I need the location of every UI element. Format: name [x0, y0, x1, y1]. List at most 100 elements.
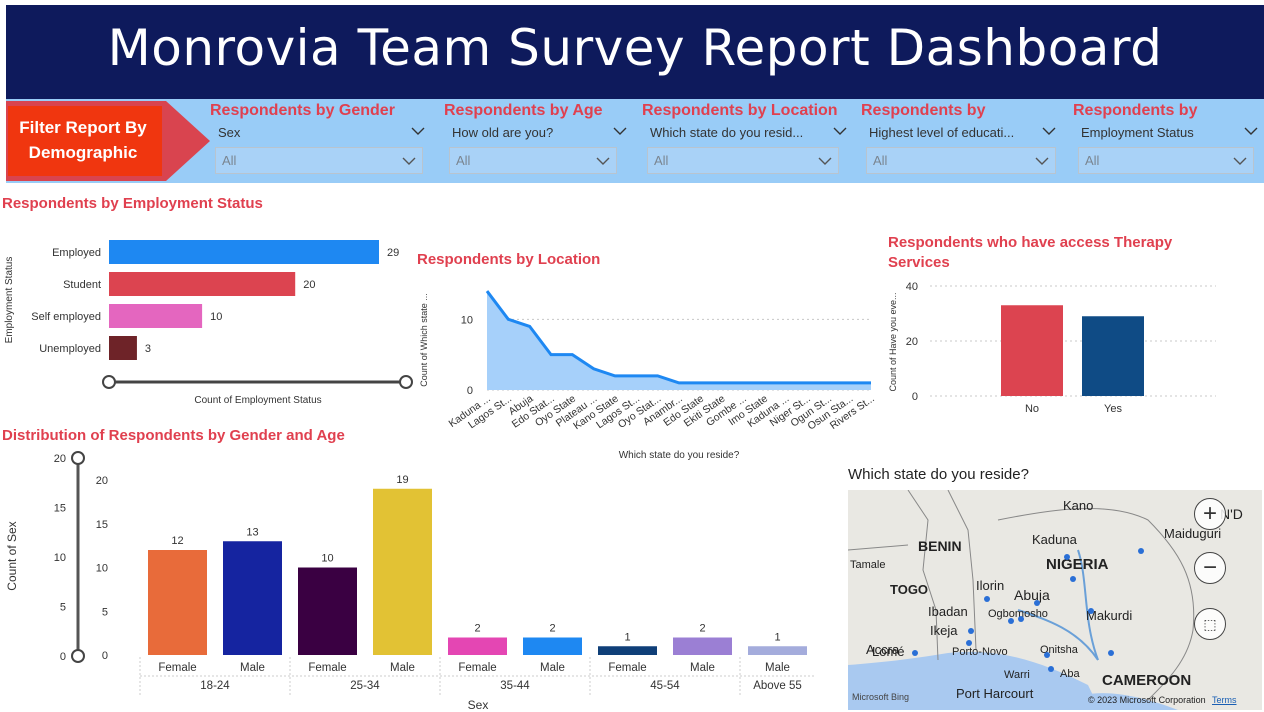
employment-data-label: 3	[145, 343, 151, 355]
slider-handle-top[interactable]	[71, 451, 85, 465]
map-place-label: Warri	[1004, 669, 1030, 681]
slider-tick: 20	[54, 453, 66, 465]
gender-age-bar[interactable]	[523, 637, 582, 656]
map-data-point[interactable]	[1034, 600, 1040, 606]
map-place-label: Lomé	[872, 644, 905, 659]
chevron-down-icon[interactable]	[612, 126, 628, 136]
location-line	[485, 290, 871, 385]
chevron-down-icon[interactable]	[1041, 126, 1057, 136]
chevron-down-icon[interactable]	[1243, 126, 1259, 136]
therapy-y-axis-title: Count of Have you eve...	[888, 292, 898, 391]
slider-tick: 0	[60, 651, 66, 663]
map-data-point[interactable]	[1008, 618, 1014, 624]
gender-age-bar[interactable]	[748, 646, 807, 655]
gender-age-data-label: 2	[549, 623, 555, 635]
chevron-down-icon	[818, 157, 832, 165]
therapy-bar[interactable]	[1082, 316, 1144, 396]
map-place-label: Accra	[866, 642, 900, 657]
therapy-x-tick: Yes	[1104, 403, 1122, 415]
gender-age-bar[interactable]	[448, 637, 507, 656]
slicer-2-value: All	[654, 153, 669, 168]
gender-age-group-tick: 25-34	[350, 680, 380, 692]
gender-age-sex-tick: Male	[540, 662, 565, 674]
slicer-4-field[interactable]: Employment Status	[1081, 125, 1194, 140]
chevron-down-icon[interactable]	[410, 126, 426, 136]
location-x-axis-title: Which state do you reside?	[619, 450, 740, 461]
slider-tick: 10	[54, 552, 66, 564]
slicer-4-value: All	[1085, 153, 1100, 168]
slider-handle-start[interactable]	[102, 375, 116, 389]
slicer-0-value: All	[222, 153, 237, 168]
employment-data-label: 20	[303, 279, 315, 291]
map-data-point[interactable]	[1138, 548, 1144, 554]
chevron-down-icon[interactable]	[832, 126, 848, 136]
employment-bar[interactable]	[109, 304, 203, 328]
gender-age-bar[interactable]	[298, 567, 357, 656]
map-data-point[interactable]	[968, 628, 974, 634]
map-data-point[interactable]	[1064, 554, 1070, 560]
therapy-bar[interactable]	[1001, 305, 1063, 396]
gender-age-group-tick: 35-44	[500, 680, 530, 692]
gender-age-data-label: 19	[396, 474, 408, 486]
gender-age-group-tick: Above 55	[753, 680, 802, 692]
employment-bar[interactable]	[109, 336, 137, 360]
map-data-point[interactable]	[1070, 576, 1076, 582]
select-tool-button[interactable]: ⬚	[1194, 608, 1226, 640]
slicer-1-field[interactable]: How old are you?	[452, 125, 554, 140]
map-data-point[interactable]	[984, 596, 990, 602]
employment-category-label: Employed	[52, 247, 101, 259]
slider-handle-end[interactable]	[399, 375, 413, 389]
therapy-y-tick: 20	[906, 336, 918, 348]
slicer-3-field[interactable]: Highest level of educati...	[869, 125, 1015, 140]
map-place-label: TOGO	[890, 582, 929, 597]
slicer-4-dropdown[interactable]: All	[1078, 147, 1254, 174]
slicer-4-title: Respondents by	[1073, 102, 1198, 119]
map-data-point[interactable]	[912, 650, 918, 656]
gender-age-bar[interactable]	[223, 541, 282, 655]
gender-age-data-label: 10	[321, 553, 333, 565]
slider-tick: 5	[60, 602, 66, 614]
gender-age-bar[interactable]	[598, 646, 657, 655]
title-bar: Monrovia Team Survey Report Dashboard	[6, 5, 1264, 99]
slicer-2-field[interactable]: Which state do you resid...	[650, 125, 804, 140]
employment-x-axis-title: Count of Employment Status	[194, 395, 321, 406]
map-data-point[interactable]	[1108, 650, 1114, 656]
map-data-point[interactable]	[966, 640, 972, 646]
therapy-chart: 0 20 40 No Yes Count of Have you eve...	[888, 281, 1216, 415]
map-attribution: © 2023 Microsoft Corporation	[1088, 695, 1206, 705]
gender-age-sex-tick: Male	[690, 662, 715, 674]
chevron-down-icon	[402, 157, 416, 165]
gender-age-data-label: 2	[474, 623, 480, 635]
map-place-label: Porto-Novo	[952, 646, 1008, 658]
slicer-0-dropdown[interactable]: All	[215, 147, 423, 174]
map-data-point[interactable]	[1018, 616, 1024, 622]
map-place-label: Tamale	[850, 559, 886, 571]
slicer-0-field[interactable]: Sex	[218, 125, 241, 140]
chevron-down-icon	[1233, 157, 1247, 165]
map-data-point[interactable]	[1088, 608, 1094, 614]
location-area[interactable]	[487, 291, 871, 390]
location-y-tick: 10	[461, 314, 473, 326]
map-data-point[interactable]	[1048, 666, 1054, 672]
zoom-in-button[interactable]: +	[1194, 498, 1226, 530]
slicer-2-title: Respondents by Location	[642, 102, 838, 119]
slicer-3-title: Respondents by	[861, 102, 986, 119]
map-place-label: Ikeja	[930, 623, 958, 638]
slicer-1-dropdown[interactable]: All	[449, 147, 617, 174]
gender-age-bar[interactable]	[673, 637, 732, 656]
zoom-out-button[interactable]: −	[1194, 552, 1226, 584]
employment-bar[interactable]	[109, 272, 296, 296]
map-data-point[interactable]	[1044, 652, 1050, 658]
slicer-3-dropdown[interactable]: All	[866, 147, 1056, 174]
gender-age-bar[interactable]	[373, 488, 432, 655]
gender-age-bar[interactable]	[148, 550, 207, 655]
map[interactable]: Kano N'D Maiduguri BENIN Kaduna NIGERIA Tamale…	[848, 490, 1262, 710]
slider-handle-bottom[interactable]	[71, 649, 85, 663]
map-terms-link[interactable]: Terms	[1212, 695, 1237, 705]
gender-age-chart-title: Distribution of Respondents by Gender an…	[2, 427, 345, 444]
slicer-2-dropdown[interactable]: All	[647, 147, 839, 174]
employment-data-label: 29	[387, 247, 399, 259]
gender-age-x-axis-title: Sex	[468, 698, 489, 712]
employment-bar[interactable]	[109, 240, 379, 264]
